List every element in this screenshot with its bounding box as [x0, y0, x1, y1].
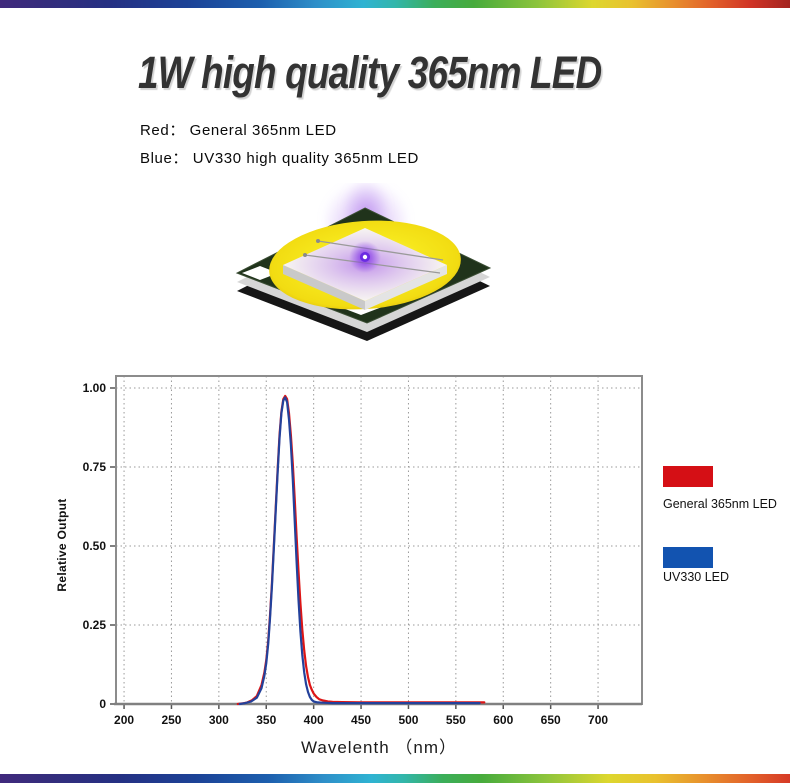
x-tick-label: 600	[493, 713, 513, 727]
page-title: 1W high quality 365nm LED	[138, 47, 602, 98]
x-tick-label: 450	[351, 713, 371, 727]
led-chip-illustration	[235, 183, 492, 341]
x-tick-label: 650	[541, 713, 561, 727]
chart-gridlines	[116, 376, 642, 704]
x-tick-label: 300	[209, 713, 229, 727]
x-tick-label: 350	[256, 713, 276, 727]
chart-series	[236, 394, 486, 706]
legend-swatch-blue	[663, 547, 713, 568]
legend-label-red: General 365nm LED	[663, 497, 777, 511]
led-die	[283, 228, 447, 310]
bond-wire	[317, 240, 444, 261]
x-tick-label: 250	[161, 713, 181, 727]
series-line-uv330-led	[238, 396, 481, 706]
x-tick-label: 500	[398, 713, 418, 727]
x-axis-label: Wavelenth （nm）	[300, 738, 458, 757]
subtitle-blue-line: Blue： UV330 high quality 365nm LED	[140, 150, 419, 167]
corner-pad	[242, 266, 278, 280]
legend-swatch-red	[663, 466, 713, 487]
subtitle-red-line: Red： General 365nm LED	[140, 122, 337, 139]
x-tick-label: 400	[304, 713, 324, 727]
legend-label-blue: UV330 LED	[663, 570, 730, 584]
spectrum-gradient-bar-top	[0, 0, 790, 8]
x-tick-label: 550	[446, 713, 466, 727]
y-tick-label: 1.00	[83, 381, 107, 395]
spectrum-gradient-bar-bottom	[0, 774, 790, 783]
y-tick-label: 0.25	[83, 618, 107, 632]
y-tick-label: 0	[99, 697, 106, 711]
chart-axes	[110, 375, 643, 709]
x-tick-label: 700	[588, 713, 608, 727]
y-tick-label: 0.75	[83, 460, 107, 474]
spectrum-chart: 200 250 300 350 400 450 500 550 600 650 700 1.00 0.7…	[83, 375, 643, 727]
uv-emitting-dot	[349, 241, 381, 273]
y-axis-label: Relative Output	[55, 498, 69, 592]
x-tick-label: 200	[114, 713, 134, 727]
y-tick-label: 0.50	[83, 539, 107, 553]
subtitle: Red： General 365nm LED Blue： UV330 high …	[140, 117, 419, 173]
chart-tick-labels: 200 250 300 350 400 450 500 550 600 650 700 1.00 0.7…	[83, 381, 609, 727]
